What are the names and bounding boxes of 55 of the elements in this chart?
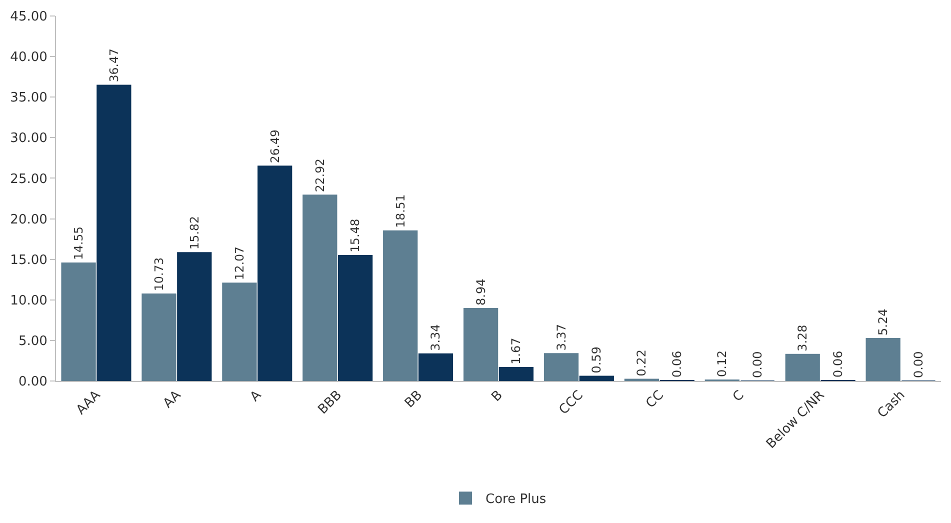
bar — [96, 84, 132, 381]
bar — [579, 376, 614, 381]
bar — [866, 338, 900, 381]
data-label: 3.28 — [796, 324, 810, 352]
data-label: 3.37 — [554, 324, 568, 351]
bar — [785, 354, 820, 381]
y-tick-label: 25.00 — [10, 172, 48, 187]
bar — [418, 353, 454, 381]
data-label: 15.48 — [348, 218, 362, 252]
y-tick-label: 45.00 — [10, 10, 48, 25]
bar — [498, 366, 534, 381]
y-tick-label: 40.00 — [10, 50, 48, 66]
bar — [383, 230, 418, 381]
bar — [463, 308, 498, 381]
data-label: 0.12 — [715, 350, 730, 378]
data-label: 22.92 — [312, 158, 327, 192]
x-tick-label: BB — [402, 388, 426, 412]
bar — [177, 252, 212, 381]
bar — [142, 293, 176, 381]
data-label: 0.06 — [831, 350, 846, 378]
data-label: 1.67 — [509, 338, 524, 364]
x-tick-label: A — [248, 388, 265, 405]
x-tick-label: CC — [643, 388, 667, 412]
x-tick-label: B — [489, 388, 506, 405]
data-label: 0.06 — [670, 350, 684, 378]
data-label: 0.00 — [911, 351, 926, 378]
y-tick-label: 0.00 — [18, 374, 48, 390]
legend-label: Core Plus — [486, 492, 546, 508]
data-label: 36.47 — [106, 48, 121, 82]
data-label: 14.55 — [71, 226, 86, 260]
bar — [258, 166, 292, 381]
y-tick-label: 5.00 — [18, 334, 48, 349]
y-tick-label: 20.00 — [10, 212, 48, 228]
data-label: 0.00 — [750, 351, 765, 378]
x-tick-label: C — [730, 388, 748, 405]
data-label: 0.59 — [590, 346, 604, 374]
bar — [544, 353, 579, 381]
data-label: 3.34 — [428, 324, 443, 351]
data-label: 15.82 — [187, 216, 202, 250]
data-label: 18.51 — [393, 194, 408, 228]
data-label: 26.49 — [268, 130, 282, 164]
data-label: 5.24 — [876, 308, 890, 336]
bar — [338, 254, 373, 381]
bar — [61, 262, 96, 381]
data-label: 0.22 — [634, 350, 649, 376]
data-label: 8.94 — [474, 278, 488, 306]
y-tick-label: 10.00 — [10, 293, 48, 308]
x-tick-label: AA — [160, 388, 184, 412]
data-label: 10.73 — [152, 257, 166, 291]
bar — [302, 194, 338, 381]
data-label: 12.07 — [232, 246, 246, 280]
y-tick-label: 35.00 — [10, 90, 48, 106]
bar — [222, 282, 257, 381]
y-tick-label: 30.00 — [10, 131, 48, 146]
y-tick-label: 15.00 — [10, 252, 48, 268]
